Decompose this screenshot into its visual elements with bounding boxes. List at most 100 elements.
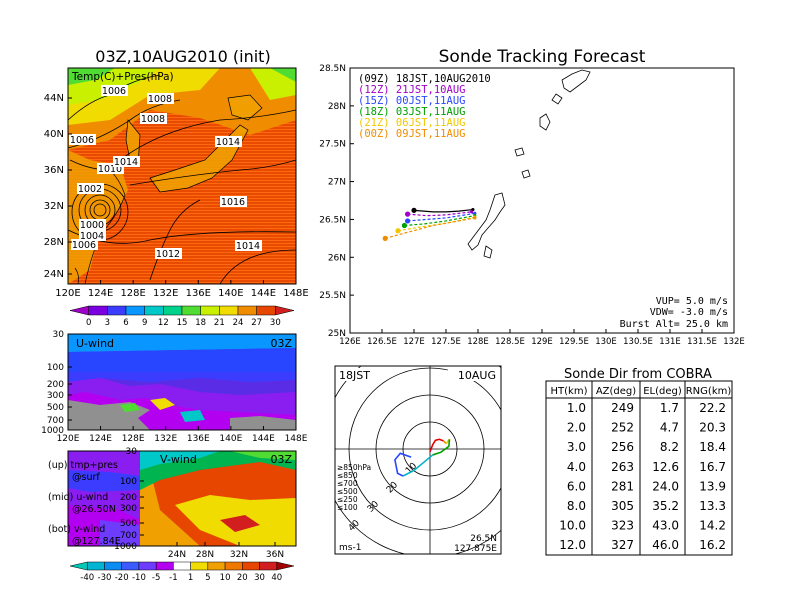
track-y-tick-label: 27N (328, 178, 346, 188)
tracking-legend: (09Z) 18JST,10AUG2010(12Z) 21JST,10AUG(1… (358, 73, 491, 140)
colorbar-swatch (69, 305, 89, 316)
track-legend-entry: (21Z) 06JST,11AUG (358, 117, 465, 129)
table-cell: 13.3 (699, 499, 726, 513)
track-x-tick-label: 128.5E (495, 337, 525, 347)
u-wind-label: U-wind (76, 337, 114, 350)
map-x-tick-label: 148E (283, 288, 308, 299)
isobar-label: 1016 (221, 197, 245, 208)
isobar-label-bg (69, 134, 96, 145)
isobar-label: 1006 (72, 240, 96, 251)
note-mid-line1: (mid) u-wind (48, 492, 108, 503)
surface-map-frame (67, 67, 297, 285)
table-cell: 46.0 (652, 538, 679, 552)
v-y-tick-label: 30 (126, 447, 138, 457)
isobar-label-bg (235, 240, 262, 251)
v-y-tick-label: 300 (120, 504, 137, 514)
isobar-labels: 1006100810081006101010141002101410161000… (69, 85, 262, 260)
hodograph-legend-entry: ≤100 (337, 503, 358, 512)
wind-colorbar-swatch (259, 561, 278, 571)
map-x-tick-label: 120E (55, 288, 80, 299)
hodograph-rings (335, 366, 501, 554)
wind-colorbar-tick-label: -20 (115, 573, 129, 583)
tracking-series (382, 207, 477, 241)
track-x-tick-label: 130.5E (623, 337, 653, 347)
u-y-tick-label: 700 (47, 416, 64, 426)
table-cell: 1.7 (660, 401, 679, 415)
v-wind-label: V-wind (160, 453, 197, 466)
u-x-tick-label: 128E (122, 434, 145, 444)
table-cell: 16.2 (699, 538, 726, 552)
table-column-header: AZ(deg) (596, 386, 636, 397)
track-line-5 (385, 217, 475, 239)
isobar-label: 1012 (156, 249, 180, 260)
track-x-tick-label: 126E (339, 337, 361, 347)
track-legend-entry: (09Z) 18JST,10AUG2010 (358, 73, 491, 85)
table-cell: 323 (611, 519, 634, 533)
v-x-tick-label: 24N (168, 550, 186, 560)
map-y-tick-label: 36N (44, 165, 64, 176)
table-cell: 20.3 (699, 421, 726, 435)
isobar-label: 1008 (148, 94, 172, 105)
wind-colorbar-swatch (155, 561, 174, 571)
note-bot-line2: @127.84E (72, 536, 121, 547)
track-end-point-1 (405, 211, 411, 217)
track-line-1 (407, 211, 472, 217)
colorbar-swatch (144, 305, 164, 316)
sonde-direction-table: HT(km) AZ(deg) EL(deg) RNG(km) 1.0 249 1.7 22.2… (546, 381, 732, 555)
u-x-tick-label: 120E (57, 434, 80, 444)
tracking-islands (467, 69, 591, 259)
table-cell: 6.0 (567, 479, 586, 493)
wind-colorbar-tick-label: -1 (169, 573, 177, 583)
hodograph-legend-entry: ≤700 (337, 479, 358, 488)
panel-notes: (up) tmp+pres @surf (mid) u-wind @26.50N… (48, 460, 121, 547)
wind-colorbar-tick-label: 1 (188, 573, 193, 583)
isobar-label-bg (220, 196, 247, 207)
track-x-tick-label: 128E (467, 337, 489, 347)
u-y-tick-label: 30 (53, 330, 65, 340)
map-x-tick-label: 144E (251, 288, 276, 299)
hodograph-lon: 127.875E (454, 544, 497, 554)
isobar-label: 1010 (98, 164, 122, 175)
table-frame (545, 380, 733, 556)
isobar-label-bg (113, 156, 140, 167)
table-cell: 256 (611, 440, 634, 454)
u-wind-x-ticks: 120E 124E 128E 132E 136E 140E 144E 148E (57, 426, 308, 444)
isobar-label: 1006 (70, 135, 94, 146)
wind-colorbar-swatch (242, 561, 260, 571)
v-x-tick-label: 32N (230, 550, 248, 560)
table-column-header: HT(km) (551, 386, 588, 397)
burst-alt-annotation: Burst Alt= 25.0 km (620, 319, 728, 330)
wind-colorbar-swatch (121, 561, 140, 571)
table-cell: 24.0 (652, 479, 679, 493)
table-cell: 12.0 (559, 538, 586, 552)
table-column-header: EL(deg) (643, 386, 682, 397)
wind-colorbar-tick-label: 10 (220, 573, 231, 583)
hodograph-legend-entry: ≤250 (337, 495, 358, 504)
wind-colorbar: -40 -30 -20 -10 -5 -1 1 5 10 20 30 40 (69, 561, 295, 583)
colorbar-tick-label: 12 (158, 318, 169, 328)
track-y-tick-label: 26.5N (319, 215, 346, 225)
isobar-label-bg (215, 136, 242, 147)
wind-colorbar-swatch (69, 561, 88, 571)
u-x-tick-label: 144E (252, 434, 275, 444)
hodograph-frame (334, 365, 502, 555)
table-cell: 14.2 (699, 519, 726, 533)
surface-map-x-ticks: 120E 124E 128E 132E 136E 140E 144E 148E (55, 280, 309, 299)
v-x-tick-label: 28N (196, 550, 214, 560)
hodograph-date: 10AUG (458, 369, 496, 382)
wind-colorbar-swatch (104, 561, 122, 571)
track-x-tick-label: 129E (531, 337, 553, 347)
surface-map-panel: 03Z,10AUG2010 (init) (44, 47, 309, 328)
isobar-label-bg (79, 219, 106, 230)
map-x-tick-label: 132E (153, 288, 178, 299)
track-x-tick-label: 129.5E (559, 337, 589, 347)
isobar-label-bg (147, 93, 174, 104)
table-cell: 22.2 (699, 401, 726, 415)
track-start-point-5 (473, 216, 477, 220)
wind-colorbar-tick-label: -30 (98, 573, 112, 583)
track-y-tick-label: 26N (328, 253, 346, 263)
map-y-tick-label: 28N (44, 237, 64, 248)
map-y-tick-label: 40N (44, 129, 64, 140)
track-end-point-4 (395, 228, 401, 234)
